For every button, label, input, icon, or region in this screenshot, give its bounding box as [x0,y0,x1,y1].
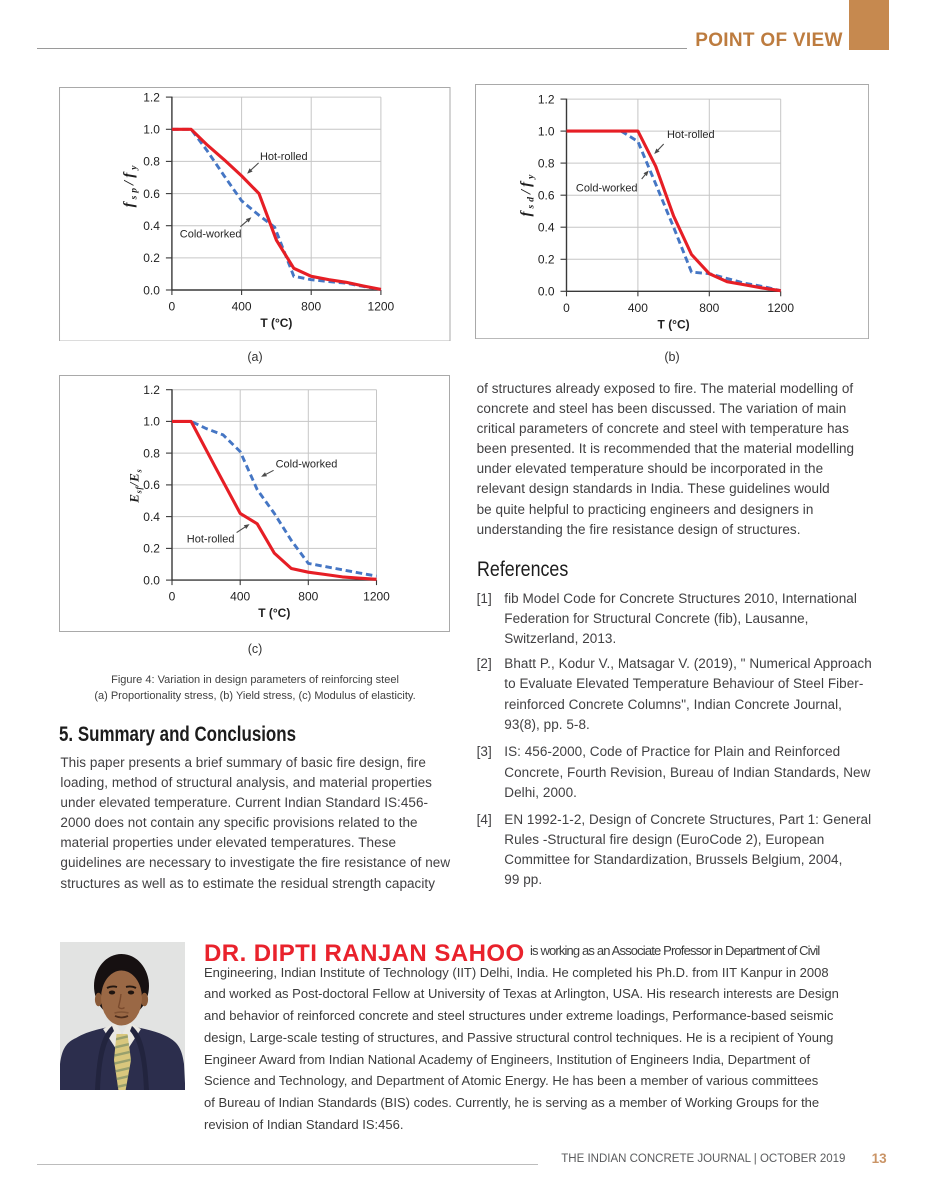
svg-text:Hot-rolled: Hot-rolled [667,129,715,141]
svg-text:0.6: 0.6 [144,478,161,492]
svg-text:400: 400 [231,590,251,604]
svg-text:Esf/Es: Esf/Es [127,469,144,504]
svg-text:1200: 1200 [768,300,795,314]
svg-text:800: 800 [299,590,319,604]
svg-text:Hot-rolled: Hot-rolled [187,534,235,546]
svg-text:0.6: 0.6 [538,188,555,202]
svg-text:0.0: 0.0 [144,574,161,588]
svg-text:800: 800 [302,299,322,313]
svg-text:0.6: 0.6 [144,186,161,200]
svg-text:1.2: 1.2 [144,383,161,397]
svg-text:1200: 1200 [364,590,391,604]
svg-text:0.4: 0.4 [144,219,161,233]
svg-text:400: 400 [628,300,648,314]
svg-text:Cold-worked: Cold-worked [276,458,338,470]
svg-text:0.4: 0.4 [144,510,161,524]
svg-text:1.0: 1.0 [144,122,161,136]
svg-text:Cold-worked: Cold-worked [180,228,242,240]
svg-text:0: 0 [169,590,176,604]
svg-text:0.2: 0.2 [144,251,161,265]
svg-text:T (°C): T (°C) [658,317,690,331]
svg-text:1.0: 1.0 [538,124,555,138]
svg-text:400: 400 [232,299,252,313]
svg-text:0.2: 0.2 [144,542,161,556]
svg-text:1.2: 1.2 [538,92,555,106]
svg-text:0.8: 0.8 [538,156,555,170]
svg-text:0.4: 0.4 [538,220,555,234]
svg-text:Cold-worked: Cold-worked [576,182,638,194]
svg-text:0.0: 0.0 [144,283,161,297]
svg-text:1.0: 1.0 [144,415,161,429]
svg-text:T (°C): T (°C) [261,316,293,330]
svg-text:800: 800 [700,300,720,314]
svg-text:T (°C): T (°C) [259,606,291,620]
svg-text:1.2: 1.2 [144,90,161,104]
svg-text:0.8: 0.8 [144,154,161,168]
svg-text:Hot-rolled: Hot-rolled [260,150,308,162]
svg-text:0.2: 0.2 [538,252,555,266]
svg-text:0: 0 [169,299,176,313]
svg-text:0.0: 0.0 [538,284,555,298]
svg-text:1200: 1200 [368,299,395,313]
svg-text:0: 0 [563,300,570,314]
svg-text:0.8: 0.8 [144,447,161,461]
